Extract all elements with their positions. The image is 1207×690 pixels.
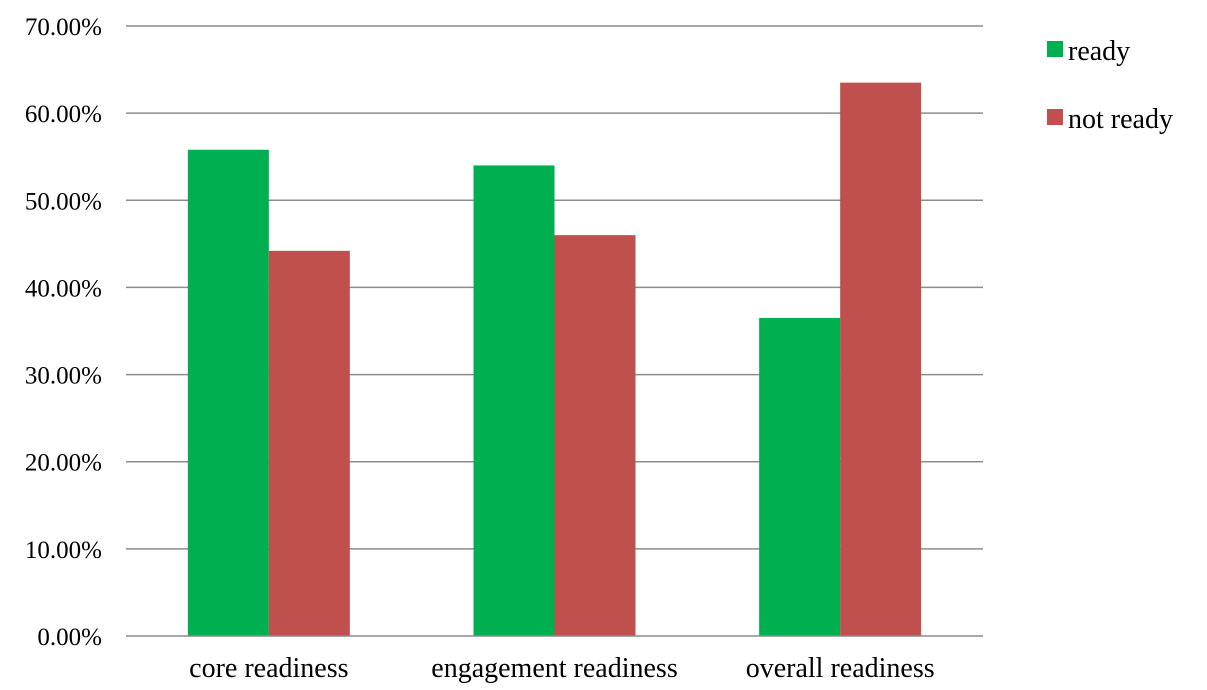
bar-not-ready-overall-readiness [840, 82, 922, 636]
legend-swatch [1047, 109, 1063, 125]
y-tick-label: 60.00% [25, 101, 102, 128]
y-tick-label: 30.00% [25, 363, 102, 390]
bar-ready-engagement-readiness [473, 165, 555, 636]
y-tick-label: 70.00% [25, 14, 102, 41]
bar-ready-core-readiness [187, 149, 269, 636]
x-axis-category-labels: core readiness engagement readiness overal… [189, 653, 934, 684]
x-category-label: overall readiness [746, 653, 935, 684]
bars [187, 82, 922, 637]
bar-not-ready-core-readiness [268, 250, 350, 637]
y-tick-label: 50.00% [25, 188, 102, 215]
y-tick-label: 20.00% [25, 450, 102, 477]
legend-label: ready [1068, 36, 1130, 67]
legend: ready not ready [1047, 36, 1173, 135]
x-category-label: engagement readiness [431, 653, 677, 684]
y-tick-label: 10.00% [25, 537, 102, 564]
y-tick-label: 0.00% [37, 624, 102, 651]
y-tick-label: 40.00% [25, 275, 102, 302]
bar-ready-overall-readiness [759, 317, 841, 636]
legend-swatch [1047, 41, 1063, 57]
y-axis-tick-labels: 0.00% 10.00% 20.00% 30.00% 40.00% 50.00% 60.00… [25, 14, 102, 651]
legend-label: not ready [1068, 104, 1173, 135]
x-category-label: core readiness [189, 653, 348, 684]
bar-not-ready-engagement-readiness [554, 235, 636, 636]
